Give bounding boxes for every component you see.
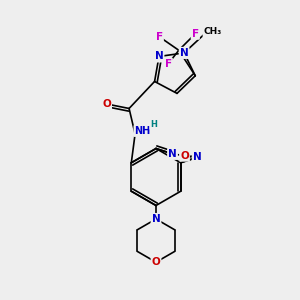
Text: O: O [152,257,160,267]
Text: N: N [152,214,160,224]
Text: F: F [156,32,163,42]
Text: H: H [150,120,157,129]
Text: CH₃: CH₃ [203,27,222,36]
Text: N: N [168,149,177,159]
Text: N: N [193,152,202,162]
Text: N: N [180,48,188,58]
Text: F: F [165,59,172,69]
Text: N: N [154,52,164,61]
Text: NH: NH [134,126,151,136]
Text: O: O [102,99,111,109]
Text: O: O [180,151,189,160]
Text: F: F [192,29,199,39]
